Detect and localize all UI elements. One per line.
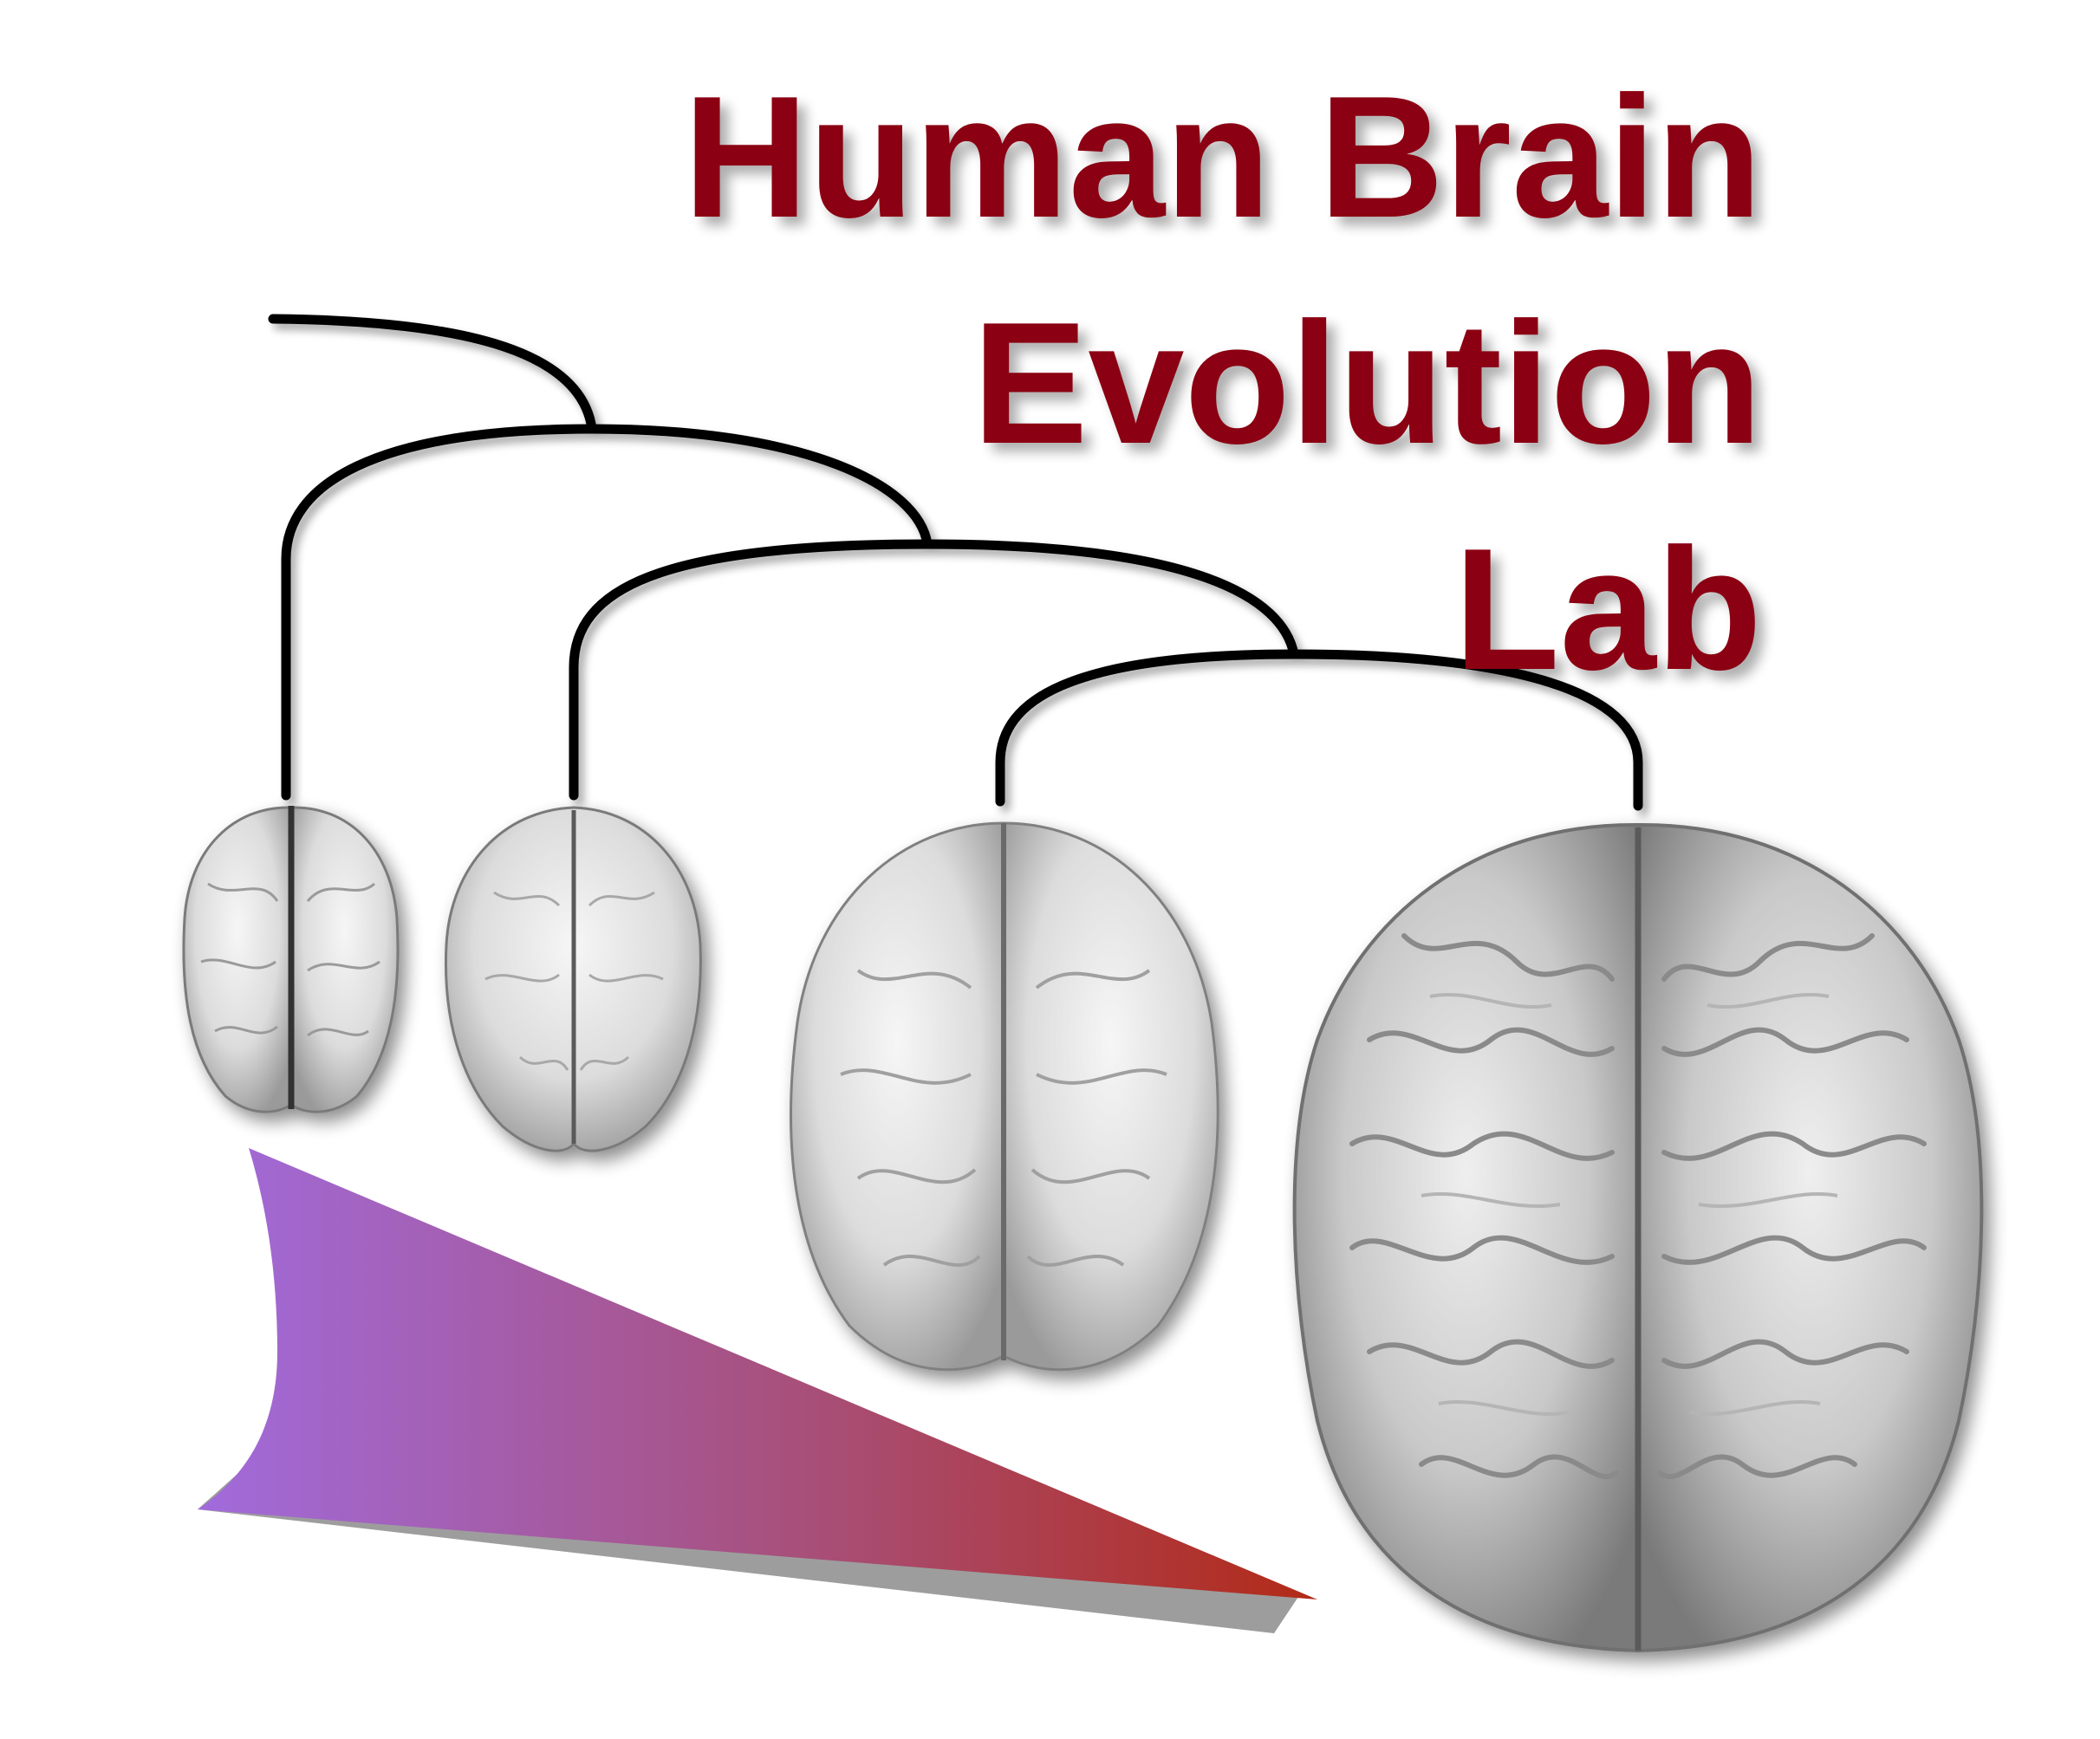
brain-1-icon [182, 806, 400, 1113]
lab-title-line-3: Lab [1453, 513, 1762, 706]
brain-4-icon [1292, 822, 1984, 1653]
lab-title-line-2: Evolution [972, 287, 1762, 480]
lab-title-line-1: Human Brain [683, 61, 1762, 254]
wedge-fill [198, 1148, 1317, 1599]
tree-node-1 [281, 424, 933, 801]
brain-2-icon [444, 806, 702, 1152]
tree-node-2 [569, 539, 1299, 801]
tree-root-branch [268, 314, 597, 434]
phylogenetic-tree [268, 314, 1643, 811]
tree-node-3 [995, 649, 1643, 811]
brain-3-icon [790, 821, 1219, 1372]
brain-size-wedge [198, 1148, 1317, 1633]
